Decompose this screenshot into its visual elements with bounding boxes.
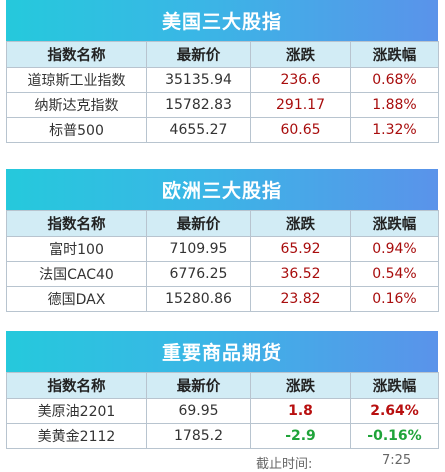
index-name: 富时100 (6, 236, 147, 262)
change-percent: 0.54% (350, 261, 439, 287)
update-time-label: 截止时间: (256, 457, 313, 472)
change-percent: 0.16% (350, 286, 439, 312)
price-change: 236.6 (250, 67, 351, 93)
price-change: 1.8 (250, 398, 351, 424)
table-row: 美黄金2112 1785.2 -2.9 -0.16% (6, 423, 439, 449)
index-name: 标普500 (6, 117, 147, 143)
table-row: 德国DAX 15280.86 23.82 0.16% (6, 286, 439, 312)
change-percent: 1.88% (350, 92, 439, 118)
latest-price: 4655.27 (146, 117, 251, 143)
column-header-price: 最新价 (146, 372, 251, 399)
index-name: 美原油2201 (6, 398, 147, 424)
column-header-change: 涨跌 (250, 41, 351, 68)
index-name: 道琼斯工业指数 (6, 67, 147, 93)
table-row: 纳斯达克指数 15782.83 291.17 1.88% (6, 92, 439, 118)
price-change: 36.52 (250, 261, 351, 287)
price-change: 291.17 (250, 92, 351, 118)
latest-price: 35135.94 (146, 67, 251, 93)
table-row: 道琼斯工业指数 35135.94 236.6 0.68% (6, 67, 439, 93)
column-header-pct: 涨跌幅 (350, 41, 439, 68)
change-percent: 1.32% (350, 117, 439, 143)
column-header-name: 指数名称 (6, 372, 147, 399)
quote-table: 指数名称 最新价 涨跌 涨跌幅 富时100 7109.95 65.92 0.94… (6, 210, 439, 312)
index-name: 美黄金2112 (6, 423, 147, 449)
table-row: 美原油2201 69.95 1.8 2.64% (6, 398, 439, 424)
change-percent: 2.64% (350, 398, 439, 424)
table-header-row: 指数名称 最新价 涨跌 涨跌幅 (6, 41, 439, 68)
change-percent: 0.94% (350, 236, 439, 262)
change-percent: 0.68% (350, 67, 439, 93)
column-header-price: 最新价 (146, 210, 251, 237)
column-header-pct: 涨跌幅 (350, 210, 439, 237)
price-change: 23.82 (250, 286, 351, 312)
column-header-price: 最新价 (146, 41, 251, 68)
latest-price: 15280.86 (146, 286, 251, 312)
column-header-change: 涨跌 (250, 210, 351, 237)
price-change: -2.9 (250, 423, 351, 449)
column-header-change: 涨跌 (250, 372, 351, 399)
quote-table: 指数名称 最新价 涨跌 涨跌幅 道琼斯工业指数 35135.94 236.6 0… (6, 41, 439, 143)
column-header-pct: 涨跌幅 (350, 372, 439, 399)
commodity-futures-panel: 重要商品期货 指数名称 最新价 涨跌 涨跌幅 美原油2201 69.95 1.8… (6, 331, 439, 449)
price-change: 60.65 (250, 117, 351, 143)
column-header-name: 指数名称 (6, 210, 147, 237)
table-row: 标普500 4655.27 60.65 1.32% (6, 117, 439, 143)
section-title: 重要商品期货 (6, 331, 438, 372)
us-indices-panel: 美国三大股指 指数名称 最新价 涨跌 涨跌幅 道琼斯工业指数 35135.94 … (6, 0, 439, 143)
table-header-row: 指数名称 最新价 涨跌 涨跌幅 (6, 372, 439, 399)
column-header-name: 指数名称 (6, 41, 147, 68)
index-name: 纳斯达克指数 (6, 92, 147, 118)
latest-price: 15782.83 (146, 92, 251, 118)
change-percent: -0.16% (350, 423, 439, 449)
latest-price: 1785.2 (146, 423, 251, 449)
table-row: 富时100 7109.95 65.92 0.94% (6, 236, 439, 262)
latest-price: 6776.25 (146, 261, 251, 287)
section-title: 美国三大股指 (6, 0, 438, 41)
latest-price: 7109.95 (146, 236, 251, 262)
eu-indices-panel: 欧洲三大股指 指数名称 最新价 涨跌 涨跌幅 富时100 7109.95 65.… (6, 169, 439, 312)
latest-price: 69.95 (146, 398, 251, 424)
index-name: 法国CAC40 (6, 261, 147, 287)
section-title: 欧洲三大股指 (6, 169, 438, 210)
update-time-value: 7:25 (382, 453, 412, 468)
update-time-footer: 截止时间: 7:25 (0, 451, 445, 472)
index-name: 德国DAX (6, 286, 147, 312)
table-row: 法国CAC40 6776.25 36.52 0.54% (6, 261, 439, 287)
quote-table: 指数名称 最新价 涨跌 涨跌幅 美原油2201 69.95 1.8 2.64% … (6, 372, 439, 449)
price-change: 65.92 (250, 236, 351, 262)
table-header-row: 指数名称 最新价 涨跌 涨跌幅 (6, 210, 439, 237)
